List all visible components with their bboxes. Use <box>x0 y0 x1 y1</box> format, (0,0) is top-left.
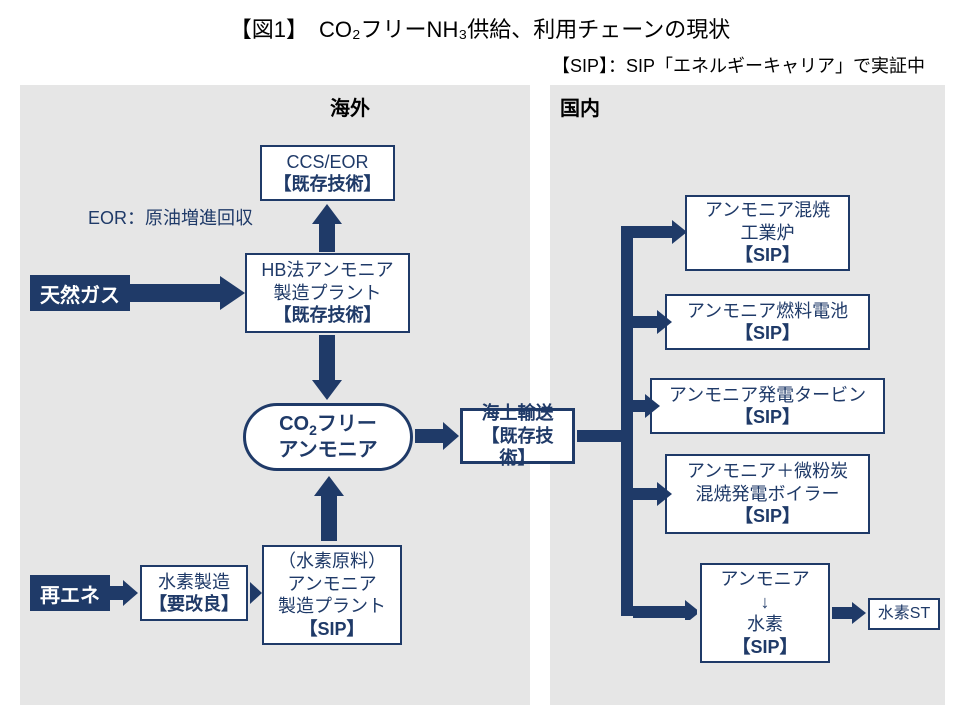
panel-domestic-label: 国内 <box>560 92 600 121</box>
box-sea-transport: 海上輸送 【既存技術】 <box>460 408 575 464</box>
box-hb-plant: HB法アンモニア 製造プラント 【既存技術】 <box>245 253 410 333</box>
source-natural-gas: 天然ガス <box>30 275 130 311</box>
figure-title: 【図1】 CO₂フリーNH₃供給、利用チェーンの現状 <box>0 12 960 44</box>
figure-subtitle: 【SIP】：SIP「エネルギーキャリア」で実証中 <box>552 52 925 78</box>
box-use-furnace: アンモニア混焼 工業炉 【SIP】 <box>685 195 850 271</box>
box-use-h2: アンモニア ↓ 水素 【SIP】 <box>700 563 830 663</box>
box-co2-free-ammonia: CO2フリー アンモニア <box>243 403 413 471</box>
panel-overseas-label: 海外 <box>330 92 370 121</box>
box-ccs-eor: CCS/EOR 【既存技術】 <box>260 145 395 201</box>
note-eor: EOR：原油増進回収 <box>88 204 253 230</box>
box-use-turbine: アンモニア発電タービン 【SIP】 <box>650 378 885 434</box>
box-h2-st: 水素ST <box>868 598 940 630</box>
co2free-l1: CO2フリー <box>279 412 377 439</box>
source-renewable: 再エネ <box>30 575 110 611</box>
box-use-fuelcell: アンモニア燃料電池 【SIP】 <box>665 294 870 350</box>
box-use-boiler: アンモニア＋微粉炭 混焼発電ボイラー 【SIP】 <box>665 454 870 534</box>
box-h2-nh3-plant: （水素原料） アンモニア 製造プラント 【SIP】 <box>262 545 402 645</box>
box-h2-production: 水素製造 【要改良】 <box>140 565 248 621</box>
figure-title-text: 【図1】 CO₂フリーNH₃供給、利用チェーンの現状 <box>230 17 730 42</box>
